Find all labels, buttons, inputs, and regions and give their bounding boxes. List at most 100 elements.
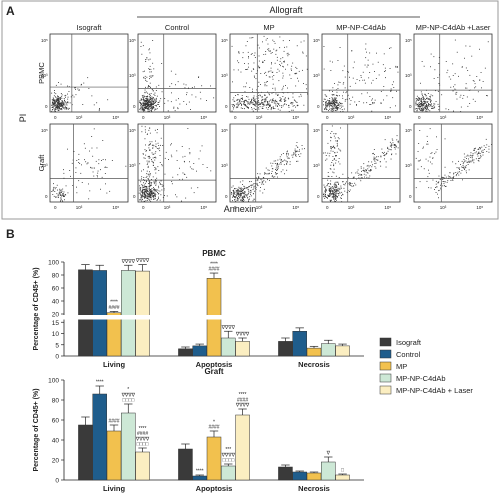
event-dot bbox=[151, 197, 153, 199]
event-dot bbox=[332, 103, 334, 104]
event-dot bbox=[336, 140, 338, 141]
event-dot bbox=[483, 149, 485, 150]
event-dot bbox=[327, 142, 329, 144]
event-dot bbox=[337, 95, 338, 97]
event-dot bbox=[336, 199, 337, 201]
event-dot bbox=[253, 187, 255, 189]
event-dot bbox=[148, 194, 150, 196]
event-dot bbox=[427, 141, 428, 142]
event-dot bbox=[147, 195, 148, 197]
event-dot bbox=[191, 168, 193, 170]
event-dot bbox=[237, 189, 239, 191]
event-dot bbox=[206, 167, 208, 168]
event-dot bbox=[458, 174, 460, 176]
event-dot bbox=[154, 105, 156, 106]
event-dot bbox=[269, 76, 271, 78]
event-dot bbox=[155, 104, 157, 106]
event-dot bbox=[335, 107, 337, 109]
event-dot bbox=[264, 173, 266, 175]
event-dot bbox=[94, 167, 95, 169]
event-dot bbox=[85, 161, 87, 163]
event-dot bbox=[156, 99, 157, 101]
event-dot bbox=[58, 108, 60, 110]
event-dot bbox=[258, 177, 259, 179]
x-tick-label: 10³ bbox=[440, 115, 447, 120]
event-dot bbox=[335, 162, 337, 164]
event-dot bbox=[63, 191, 65, 193]
event-dot bbox=[351, 185, 353, 187]
event-dot bbox=[247, 187, 248, 189]
event-dot bbox=[59, 104, 61, 106]
event-dot bbox=[146, 188, 148, 190]
event-dot bbox=[148, 160, 150, 162]
event-dot bbox=[294, 148, 296, 150]
event-dot bbox=[360, 166, 362, 168]
event-dot bbox=[273, 176, 274, 178]
event-dot bbox=[340, 102, 342, 104]
event-dot bbox=[432, 95, 434, 97]
event-dot bbox=[447, 175, 449, 177]
event-dot bbox=[57, 194, 59, 196]
event-dot bbox=[255, 102, 257, 104]
event-dot bbox=[342, 97, 344, 99]
y-tick-label: 10³ bbox=[313, 73, 320, 78]
event-dot bbox=[164, 102, 166, 104]
event-dot bbox=[435, 151, 437, 153]
event-dot bbox=[328, 196, 329, 197]
event-dot bbox=[58, 99, 60, 101]
event-dot bbox=[371, 161, 373, 163]
event-dot bbox=[336, 108, 338, 110]
event-dot bbox=[149, 182, 151, 183]
event-dot bbox=[417, 99, 419, 100]
event-dot bbox=[460, 106, 462, 108]
event-dot bbox=[427, 160, 429, 162]
event-dot bbox=[261, 106, 263, 108]
event-dot bbox=[55, 104, 57, 106]
event-dot bbox=[246, 195, 248, 197]
event-dot bbox=[143, 182, 144, 184]
event-dot bbox=[52, 97, 54, 99]
event-dot bbox=[59, 102, 60, 104]
event-dot bbox=[151, 193, 152, 195]
event-dot bbox=[183, 83, 185, 85]
event-dot bbox=[463, 167, 464, 169]
event-dot bbox=[330, 191, 331, 193]
event-dot bbox=[326, 106, 328, 108]
event-dot bbox=[264, 99, 266, 100]
event-dot bbox=[458, 75, 459, 77]
event-dot bbox=[423, 109, 425, 111]
event-dot bbox=[333, 163, 335, 165]
event-dot bbox=[154, 189, 155, 190]
event-dot bbox=[158, 192, 160, 194]
event-dot bbox=[244, 104, 246, 106]
event-dot bbox=[337, 88, 339, 89]
event-dot bbox=[291, 154, 293, 156]
event-dot bbox=[62, 101, 64, 103]
event-dot bbox=[90, 167, 92, 169]
event-dot bbox=[275, 173, 277, 175]
event-dot bbox=[51, 110, 53, 112]
event-dot bbox=[141, 107, 143, 109]
event-dot bbox=[438, 106, 440, 107]
event-dot bbox=[277, 163, 279, 165]
event-dot bbox=[152, 144, 154, 146]
event-dot bbox=[272, 98, 274, 100]
event-dot bbox=[416, 98, 417, 100]
plot-frame bbox=[137, 33, 217, 113]
event-dot bbox=[425, 108, 427, 110]
event-dot bbox=[265, 167, 267, 169]
event-dot bbox=[373, 158, 375, 160]
event-dot bbox=[57, 101, 58, 103]
event-dot bbox=[267, 48, 269, 50]
event-dot bbox=[336, 196, 338, 198]
event-dot bbox=[144, 138, 146, 140]
event-dot bbox=[148, 187, 150, 189]
event-dot bbox=[152, 195, 154, 197]
event-dot bbox=[232, 99, 234, 101]
event-dot bbox=[358, 177, 360, 179]
event-dot bbox=[238, 193, 239, 195]
event-dot bbox=[429, 98, 431, 100]
event-dot bbox=[265, 39, 267, 41]
event-dot bbox=[89, 190, 91, 192]
event-dot bbox=[51, 104, 52, 106]
